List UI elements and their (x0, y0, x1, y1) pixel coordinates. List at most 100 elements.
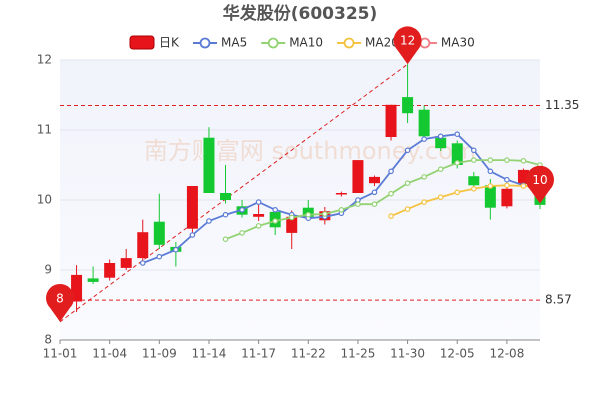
pin-label: 8 (56, 291, 64, 305)
ma-point (470, 147, 477, 154)
ma-point (504, 182, 510, 189)
candle-body (220, 193, 232, 200)
ma-point (255, 223, 262, 229)
ma-point (437, 133, 444, 140)
candle-body (368, 176, 380, 184)
legend-marker (343, 37, 355, 49)
ma-point (421, 174, 427, 180)
ma-point (305, 211, 312, 218)
legend-marker (267, 37, 279, 49)
y-tick-label: 8 (44, 333, 52, 347)
pin (526, 165, 554, 204)
candle-body (418, 109, 430, 137)
trend-line (59, 63, 408, 323)
ma-point (222, 236, 229, 243)
ma-point (189, 232, 196, 238)
chart-title: 华发股份(600325) (223, 3, 378, 24)
reference-label: 11.35 (545, 98, 579, 112)
ma-point (520, 183, 527, 189)
ma-point (470, 186, 477, 192)
legend-label: 日K (159, 36, 180, 50)
x-tick-label: 11-25 (340, 347, 375, 361)
candle-body (517, 169, 529, 184)
ma-point (371, 201, 378, 208)
candle-body (253, 214, 265, 217)
candle-body (501, 188, 513, 207)
ma-point (272, 218, 278, 224)
ma-point (139, 260, 146, 266)
ma-point (388, 190, 394, 197)
candle-body (153, 221, 165, 245)
candle-body (435, 137, 447, 149)
ma-point (437, 194, 444, 201)
candle-body (402, 97, 414, 114)
ma-point (504, 157, 510, 163)
ma-point (355, 201, 361, 208)
ma-point (272, 207, 278, 213)
x-tick-label: 11-01 (43, 347, 78, 361)
candle-body (468, 176, 480, 186)
ma-point (520, 158, 527, 164)
ma-point (454, 131, 461, 138)
candle-body (286, 216, 298, 233)
ma-point (322, 211, 328, 217)
y-tick-label: 12 (37, 53, 52, 67)
ma-point (454, 160, 461, 166)
candle-body (484, 185, 496, 208)
ma-point (504, 176, 510, 183)
legend-marker (419, 37, 431, 49)
watermark: 南方财富网 southmoney.com (144, 137, 476, 165)
legend-marker (199, 37, 211, 49)
ma-point (454, 189, 461, 196)
candle-body (203, 137, 215, 193)
ma-point (487, 157, 494, 163)
ma-point (288, 214, 295, 221)
ma-point (487, 168, 494, 175)
candle-body (137, 232, 149, 259)
candle-body (104, 263, 116, 278)
x-tick-label: 11-30 (390, 347, 425, 361)
candle-body (451, 143, 463, 165)
ma-point (487, 183, 494, 189)
candle-body (71, 274, 83, 302)
pin (46, 284, 74, 322)
legend-label: MA5 (221, 36, 247, 50)
ma-point (421, 199, 427, 205)
x-tick-label: 11-09 (142, 347, 177, 361)
ma-point (421, 136, 427, 142)
ma-point (371, 189, 378, 196)
pin-label: 12 (400, 34, 415, 48)
ma-point (222, 211, 229, 218)
candle-body (335, 193, 347, 195)
legend-label: MA30 (441, 36, 475, 50)
ma-point (173, 246, 179, 253)
legend: 日K MA5 MA10 MA20 MA30 (129, 35, 475, 50)
ma-point (404, 147, 411, 154)
x-tick-label: 12-08 (489, 347, 524, 361)
ma-point (404, 180, 411, 187)
ma-point (255, 199, 262, 205)
y-tick-label: 9 (44, 263, 52, 277)
candle-body (352, 160, 364, 193)
ma-point (338, 207, 345, 213)
legend-swatch (129, 35, 155, 50)
candle-body (120, 258, 132, 268)
ma-line (390, 184, 541, 217)
candle-body (186, 186, 198, 229)
pin (393, 26, 422, 65)
reference-label: 8.57 (545, 293, 572, 307)
ma-point (239, 207, 245, 213)
ma-point (206, 218, 212, 224)
x-tick-label: 11-17 (241, 347, 276, 361)
x-tick-label: 11-22 (291, 347, 326, 361)
ma-point (470, 157, 477, 163)
x-tick-label: 11-04 (92, 347, 127, 361)
ma-point (239, 230, 245, 236)
x-tick-label: 11-14 (192, 347, 227, 361)
pin-label: 10 (532, 173, 547, 187)
ma-point (388, 168, 394, 175)
y-tick-label: 11 (37, 123, 52, 137)
ma-point (404, 206, 411, 212)
